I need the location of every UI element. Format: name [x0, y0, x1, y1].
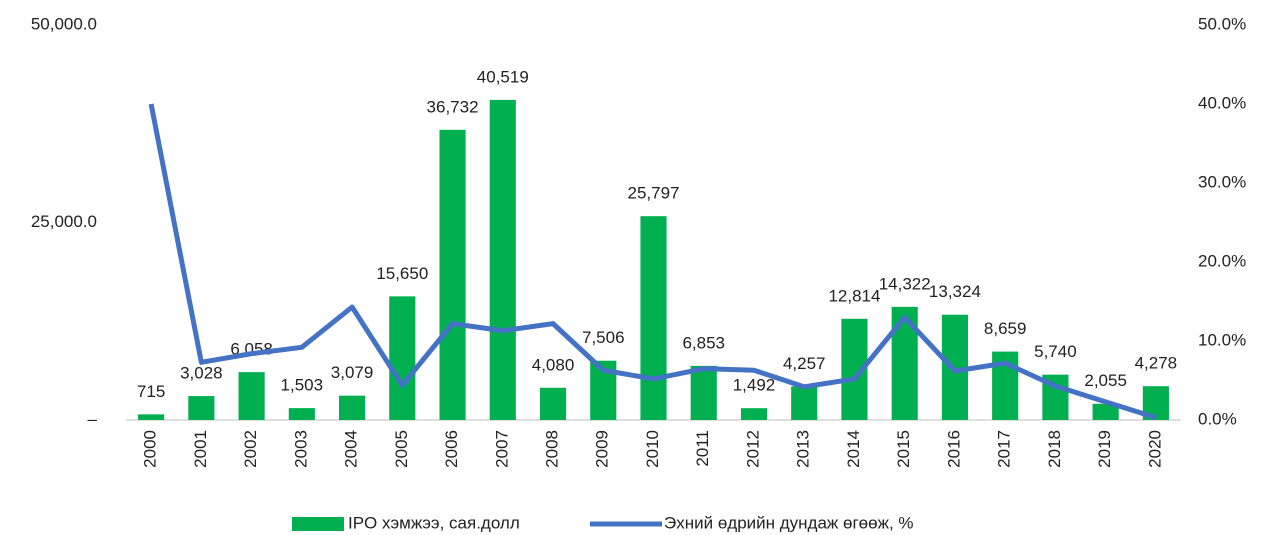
x-tick-label: 2003	[291, 430, 310, 468]
bar	[439, 129, 466, 420]
y2-tick-label: 0.0%	[1198, 409, 1237, 428]
y2-tick-label: 30.0%	[1198, 172, 1246, 191]
legend-swatch	[292, 517, 344, 531]
x-tick-label: 2008	[543, 430, 562, 468]
bar	[288, 408, 315, 420]
bar	[238, 372, 265, 420]
bar	[389, 296, 416, 420]
data-label: 36,732	[427, 97, 479, 116]
bar	[539, 387, 567, 420]
data-label: 13,324	[929, 282, 981, 301]
data-label: 4,257	[783, 354, 826, 373]
legend-label: IPO хэмжээ, сая.долл	[348, 513, 520, 532]
line	[148, 103, 1157, 421]
data-label: 4,278	[1135, 354, 1178, 373]
bar	[690, 365, 717, 420]
data-label: 14,322	[879, 274, 931, 293]
y-tick-label: 25,000.0	[31, 212, 97, 231]
x-tick-label: 2007	[492, 430, 511, 468]
y2-tick-label: 10.0%	[1198, 330, 1246, 349]
y-tick-label: –	[88, 409, 98, 428]
data-label: 715	[137, 382, 165, 401]
y2-tick-label: 50.0%	[1198, 14, 1246, 33]
data-label: 8,659	[984, 319, 1027, 338]
data-label: 3,028	[180, 364, 223, 383]
x-tick-label: 2009	[593, 430, 612, 468]
bar	[188, 396, 215, 420]
x-tick-label: 2017	[995, 430, 1014, 468]
y-tick-label: 50,000.0	[31, 14, 97, 33]
x-tick-label: 2015	[894, 430, 913, 468]
data-label: 4,080	[532, 355, 575, 374]
data-label: 5,740	[1034, 342, 1077, 361]
x-tick-label: 2004	[342, 430, 361, 468]
x-tick-label: 2000	[141, 430, 160, 468]
bar	[489, 99, 516, 420]
data-label: 1,503	[281, 376, 324, 395]
data-label: 15,650	[376, 264, 428, 283]
x-tick-label: 2005	[392, 430, 411, 468]
x-tick-label: 2019	[1095, 430, 1114, 468]
data-label: 6,853	[682, 333, 725, 352]
bar	[640, 216, 667, 420]
x-tick-label: 2020	[1145, 430, 1164, 468]
bar	[740, 408, 768, 420]
data-label: 1,492	[733, 376, 776, 395]
bar	[138, 414, 165, 420]
bar	[1092, 403, 1119, 420]
bar	[339, 395, 366, 420]
x-tick-label: 2012	[743, 430, 762, 468]
x-tick-label: 2001	[191, 430, 210, 468]
x-tick-label: 2014	[844, 430, 863, 468]
data-label: 40,519	[477, 67, 529, 86]
bar	[791, 386, 818, 420]
x-tick-label: 2010	[643, 430, 662, 468]
x-tick-label: 2018	[1045, 430, 1064, 468]
x-tick-label: 2016	[944, 430, 963, 468]
y2-tick-label: 40.0%	[1198, 93, 1246, 112]
data-label: 25,797	[628, 184, 680, 203]
data-label: 12,814	[828, 286, 880, 305]
x-tick-label: 2013	[794, 430, 813, 468]
y2-tick-label: 20.0%	[1198, 251, 1246, 270]
data-label: 3,079	[331, 363, 374, 382]
data-label: 2,055	[1084, 371, 1127, 390]
data-label: 7,506	[582, 328, 625, 347]
x-tick-label: 2011	[693, 430, 712, 467]
x-tick-label: 2006	[442, 430, 461, 468]
x-tick-label: 2002	[241, 430, 260, 468]
legend-label: Эхний өдрийн дундаж өгөөж, %	[664, 513, 914, 532]
